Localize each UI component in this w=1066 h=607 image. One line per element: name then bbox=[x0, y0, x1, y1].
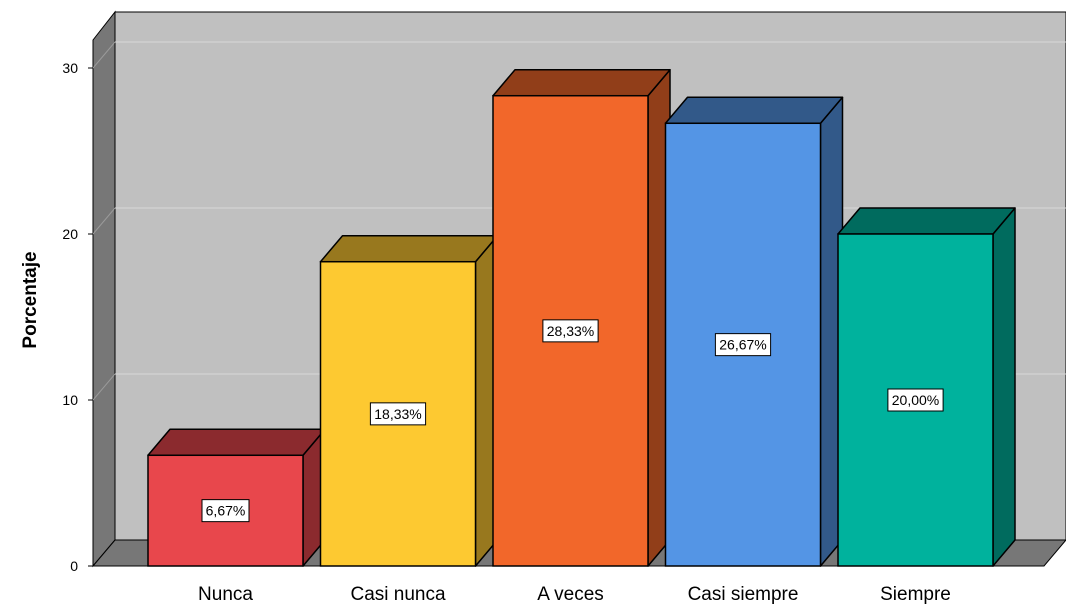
side-gridline bbox=[92, 373, 116, 401]
data-label-box bbox=[542, 319, 599, 343]
bar-top bbox=[492, 68, 671, 97]
data-label-box bbox=[201, 499, 250, 523]
x-tick-label: Nunca bbox=[198, 584, 253, 605]
bar: 6,67% bbox=[147, 428, 326, 567]
x-tick-label: A veces bbox=[537, 584, 604, 605]
side-gridline bbox=[92, 207, 116, 235]
x-tick-label: Siempre bbox=[880, 584, 951, 605]
data-label-box bbox=[714, 333, 772, 357]
bar: 20,00% bbox=[837, 207, 1016, 567]
data-label: 28,33% bbox=[547, 323, 594, 339]
y-axis: 0 10 20 30 bbox=[62, 60, 93, 574]
bar: 26,67% bbox=[664, 96, 844, 567]
y-tick-label: 30 bbox=[62, 60, 78, 76]
bar-side bbox=[992, 207, 1016, 567]
plot-side-wall bbox=[92, 10, 116, 568]
data-label: 26,67% bbox=[719, 337, 766, 353]
y-tick-label: 10 bbox=[62, 392, 78, 408]
bars: 6,67% 18,33% 28,33% 26,67% 20,00% bbox=[147, 68, 1016, 567]
x-tick-label: Casi nunca bbox=[350, 584, 445, 605]
x-axis: Nunca Casi nunca A veces Casi siempre Siempr… bbox=[198, 584, 951, 605]
bar-top bbox=[664, 96, 844, 125]
y-tick-label: 20 bbox=[62, 226, 78, 242]
data-label-box bbox=[369, 402, 427, 426]
data-label: 20,00% bbox=[892, 392, 939, 408]
bar-top bbox=[147, 428, 326, 457]
bar: 18,33% bbox=[319, 234, 499, 567]
bar: 28,33% bbox=[492, 68, 671, 567]
data-label: 18,33% bbox=[374, 406, 421, 422]
data-label: 6,67% bbox=[206, 503, 246, 519]
x-tick-label: Casi siempre bbox=[688, 584, 799, 605]
bar-top bbox=[837, 207, 1016, 235]
bar-top bbox=[319, 234, 499, 263]
y-tick-label: 0 bbox=[70, 558, 78, 574]
side-gridline bbox=[92, 41, 116, 69]
y-axis-label: Porcentaje bbox=[20, 251, 41, 348]
data-label-box bbox=[887, 388, 944, 412]
